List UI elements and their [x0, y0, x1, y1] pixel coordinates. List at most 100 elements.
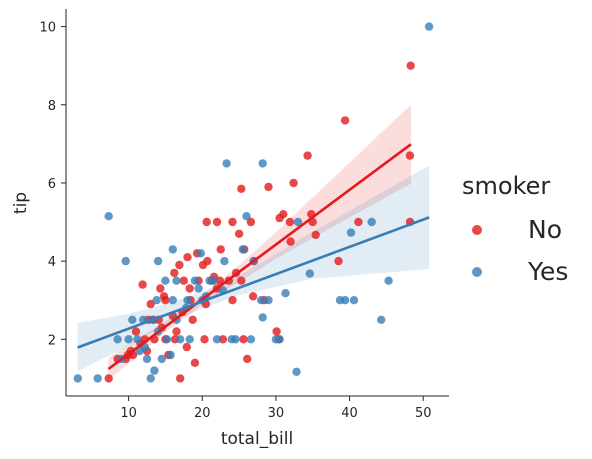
point-yes	[281, 289, 290, 298]
point-no	[334, 256, 343, 266]
x-tick-label: 10	[120, 406, 137, 421]
point-yes	[152, 296, 161, 305]
point-yes	[161, 276, 170, 285]
point-no	[246, 217, 256, 227]
x-tick-label: 40	[341, 406, 358, 421]
point-yes	[121, 256, 130, 266]
point-no	[218, 335, 228, 344]
point-no	[272, 327, 281, 336]
point-no	[179, 276, 188, 285]
point-yes	[305, 269, 314, 278]
legend-title: smoker	[462, 172, 550, 200]
point-yes	[153, 256, 163, 266]
point-yes	[231, 335, 240, 344]
point-no	[239, 335, 248, 344]
point-no	[190, 358, 200, 367]
point-no	[170, 268, 179, 278]
point-yes	[293, 217, 303, 227]
point-yes	[172, 276, 181, 285]
point-yes	[166, 350, 175, 360]
legend-marker-yes	[472, 267, 482, 277]
point-yes	[168, 296, 177, 305]
point-yes	[367, 217, 376, 227]
point-no	[159, 292, 169, 301]
point-no	[286, 237, 295, 246]
y-tick-label: 2	[48, 333, 56, 348]
point-yes	[340, 296, 350, 305]
x-tick-label: 50	[415, 406, 432, 421]
scatter-points	[73, 22, 434, 383]
y-tick-label: 8	[48, 99, 56, 114]
point-yes	[220, 256, 229, 266]
point-no	[340, 116, 350, 125]
point-yes	[194, 284, 203, 293]
point-yes	[424, 22, 434, 31]
point-yes	[212, 335, 222, 344]
point-yes	[146, 374, 155, 383]
point-no	[202, 217, 211, 227]
point-yes	[349, 296, 359, 305]
x-axis-label: total_bill	[221, 429, 293, 449]
point-no	[264, 182, 273, 192]
regression-line-no	[107, 143, 412, 371]
point-yes	[242, 212, 251, 221]
axis-ticks: 10 20 30 40 50 2 4 6 8 10	[39, 21, 431, 421]
point-no	[405, 151, 415, 160]
point-yes	[150, 366, 159, 375]
y-tick-label: 4	[48, 255, 56, 270]
point-no	[234, 229, 244, 238]
point-yes	[185, 335, 194, 344]
point-no	[212, 217, 222, 227]
point-no	[228, 296, 237, 305]
point-yes	[292, 367, 301, 376]
point-no	[188, 315, 197, 324]
point-no	[183, 253, 192, 262]
point-no	[172, 327, 181, 336]
point-no	[175, 260, 184, 270]
point-no	[203, 256, 212, 266]
point-yes	[264, 296, 273, 305]
y-tick-label: 10	[39, 21, 56, 36]
legend: smoker No Yes	[462, 172, 568, 286]
point-no	[185, 284, 194, 293]
point-yes	[238, 245, 247, 254]
point-no	[228, 217, 237, 227]
point-no	[248, 292, 258, 301]
y-tick-label: 6	[48, 177, 56, 192]
point-no	[243, 354, 252, 364]
point-yes	[196, 249, 205, 258]
point-yes	[275, 335, 284, 344]
point-yes	[133, 335, 142, 344]
point-yes	[205, 276, 214, 285]
point-yes	[258, 313, 267, 322]
point-yes	[246, 335, 256, 344]
legend-label-yes: Yes	[527, 257, 568, 286]
point-no	[156, 284, 165, 293]
point-yes	[377, 315, 386, 324]
point-yes	[142, 354, 152, 364]
regression-lines	[77, 143, 430, 371]
point-no	[104, 374, 113, 383]
point-no	[237, 276, 246, 285]
point-yes	[346, 228, 356, 237]
point-yes	[176, 335, 185, 344]
point-yes	[162, 335, 172, 344]
point-yes	[190, 276, 200, 285]
point-no	[285, 217, 295, 227]
point-yes	[128, 315, 137, 324]
point-no	[406, 61, 415, 70]
point-yes	[168, 245, 177, 254]
point-no	[176, 374, 185, 383]
point-yes	[104, 212, 113, 221]
point-yes	[124, 335, 133, 344]
point-no	[237, 184, 246, 193]
point-yes	[258, 159, 267, 168]
ci-band-yes	[77, 165, 430, 372]
point-no	[311, 230, 320, 240]
point-yes	[157, 354, 166, 364]
legend-marker-no	[472, 225, 482, 235]
point-yes	[183, 296, 192, 305]
point-no	[138, 280, 147, 289]
legend-label-no: No	[528, 215, 562, 244]
